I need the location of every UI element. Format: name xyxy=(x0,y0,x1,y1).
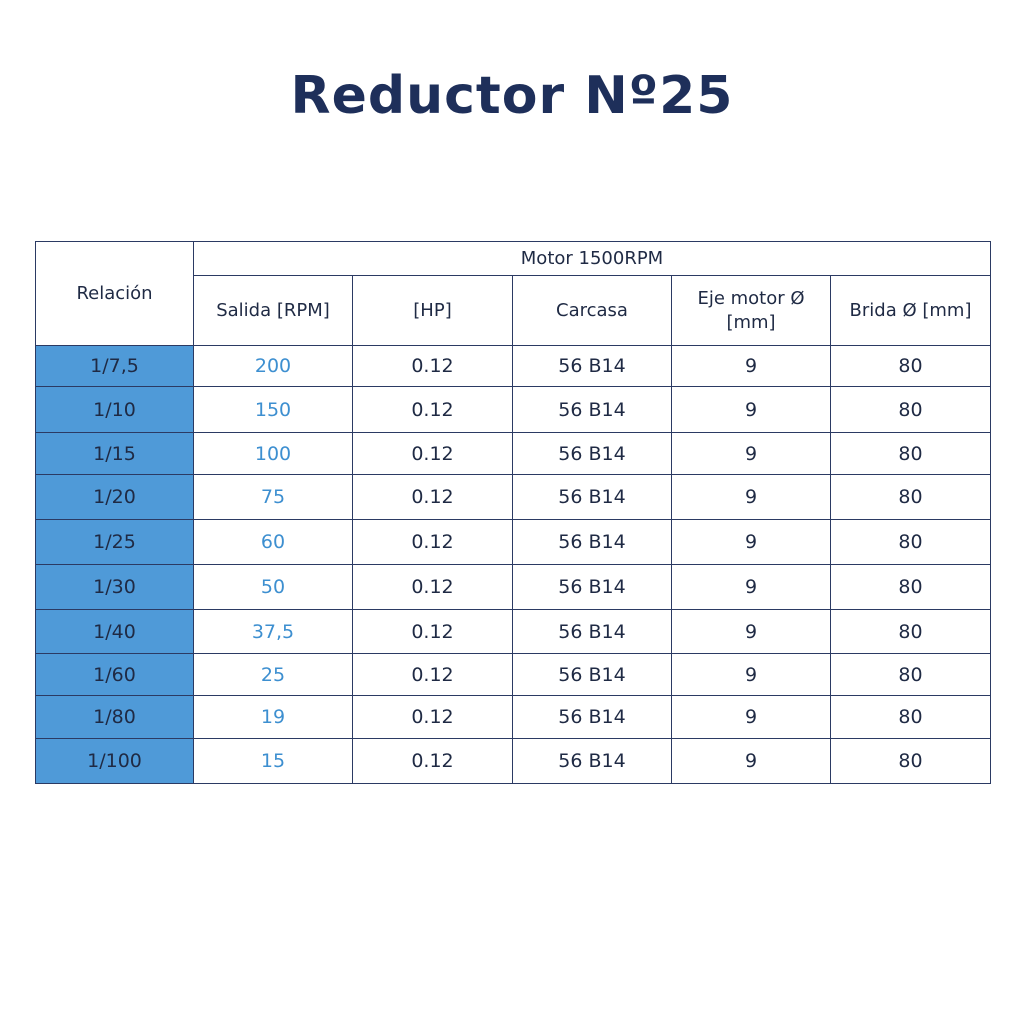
page-title: Reductor Nº25 xyxy=(290,66,734,126)
data-cell: 56 B14 xyxy=(512,653,672,696)
data-cell: 80 xyxy=(830,738,991,784)
data-cell: 0.12 xyxy=(352,474,513,520)
data-cell: 0.12 xyxy=(352,432,513,475)
data-cell: 0.12 xyxy=(352,386,513,433)
ratio-cell: 1/40 xyxy=(35,609,194,654)
ratio-cell: 1/15 xyxy=(35,432,194,475)
data-cell: 9 xyxy=(671,695,831,739)
data-cell: 56 B14 xyxy=(512,738,672,784)
ratio-cell: 1/30 xyxy=(35,564,194,610)
data-cell: 56 B14 xyxy=(512,386,672,433)
rpm-cell: 100 xyxy=(193,432,353,475)
rpm-cell: 200 xyxy=(193,345,353,387)
data-cell: 9 xyxy=(671,609,831,654)
data-cell: 56 B14 xyxy=(512,432,672,475)
group-header: Motor 1500RPM xyxy=(193,241,991,276)
data-cell: 80 xyxy=(830,432,991,475)
rpm-cell: 37,5 xyxy=(193,609,353,654)
column-header: Eje motor Ø [mm] xyxy=(671,275,831,346)
data-cell: 0.12 xyxy=(352,345,513,387)
data-cell: 80 xyxy=(830,519,991,565)
ratio-cell: 1/80 xyxy=(35,695,194,739)
rpm-cell: 150 xyxy=(193,386,353,433)
data-cell: 56 B14 xyxy=(512,695,672,739)
corner-header: Relación xyxy=(35,241,194,346)
data-cell: 80 xyxy=(830,609,991,654)
data-cell: 56 B14 xyxy=(512,345,672,387)
data-cell: 80 xyxy=(830,695,991,739)
ratio-cell: 1/100 xyxy=(35,738,194,784)
data-cell: 56 B14 xyxy=(512,474,672,520)
data-cell: 80 xyxy=(830,564,991,610)
data-cell: 9 xyxy=(671,653,831,696)
rpm-cell: 60 xyxy=(193,519,353,565)
data-cell: 0.12 xyxy=(352,695,513,739)
data-cell: 0.12 xyxy=(352,564,513,610)
rpm-cell: 75 xyxy=(193,474,353,520)
data-cell: 0.12 xyxy=(352,609,513,654)
column-header: Carcasa xyxy=(512,275,672,346)
data-cell: 80 xyxy=(830,386,991,433)
data-cell: 80 xyxy=(830,653,991,696)
data-cell: 80 xyxy=(830,345,991,387)
data-cell: 9 xyxy=(671,519,831,565)
rpm-cell: 15 xyxy=(193,738,353,784)
ratio-cell: 1/10 xyxy=(35,386,194,433)
data-cell: 0.12 xyxy=(352,653,513,696)
rpm-cell: 50 xyxy=(193,564,353,610)
data-cell: 9 xyxy=(671,474,831,520)
column-header: Brida Ø [mm] xyxy=(830,275,991,346)
ratio-cell: 1/7,5 xyxy=(35,345,194,387)
data-cell: 9 xyxy=(671,345,831,387)
column-header: [HP] xyxy=(352,275,513,346)
ratio-cell: 1/25 xyxy=(35,519,194,565)
rpm-cell: 25 xyxy=(193,653,353,696)
data-cell: 56 B14 xyxy=(512,564,672,610)
data-cell: 80 xyxy=(830,474,991,520)
ratio-cell: 1/60 xyxy=(35,653,194,696)
data-cell: 9 xyxy=(671,386,831,433)
data-cell: 9 xyxy=(671,564,831,610)
data-cell: 0.12 xyxy=(352,519,513,565)
rpm-cell: 19 xyxy=(193,695,353,739)
data-cell: 9 xyxy=(671,432,831,475)
ratio-cell: 1/20 xyxy=(35,474,194,520)
column-header: Salida [RPM] xyxy=(193,275,353,346)
data-cell: 0.12 xyxy=(352,738,513,784)
data-cell: 9 xyxy=(671,738,831,784)
data-cell: 56 B14 xyxy=(512,519,672,565)
data-cell: 56 B14 xyxy=(512,609,672,654)
